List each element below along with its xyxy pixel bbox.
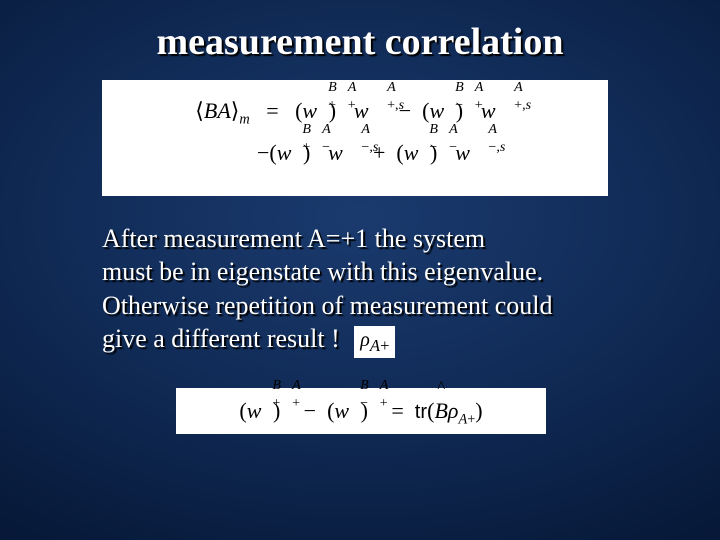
rho-badge: ρA+ [354, 326, 395, 358]
slide-title: measurement correlation [0, 20, 720, 64]
equation-1-line-2: −(wB+B)A−A wA−,s−,s + (wB−B)A−A wA−,s−,s [114, 132, 596, 174]
body-line-4: give a different result ! [102, 324, 340, 353]
equation-2: (wB+B)A+A − (wB−B)A+A = tr(BρA+) [176, 388, 546, 434]
equation-1: ⟨BA⟩m = (wB+B)A+A wA+,s+,s − (wB−B)A+A w… [102, 80, 608, 196]
body-line-1: After measurement A=+1 the system [102, 224, 485, 253]
body-line-3: Otherwise repetition of measurement coul… [102, 291, 553, 320]
equation-1-line-1: ⟨BA⟩m = (wB+B)A+A wA+,s+,s − (wB−B)A+A w… [114, 90, 596, 132]
body-text: After measurement A=+1 the system must b… [102, 222, 642, 358]
body-line-2: must be in eigenstate with this eigenval… [102, 257, 543, 286]
slide: measurement correlation ⟨BA⟩m = (wB+B)A+… [0, 0, 720, 540]
